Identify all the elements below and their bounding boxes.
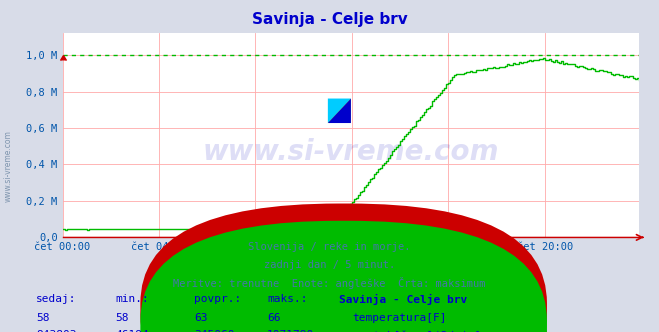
Text: 63: 63 <box>194 313 208 323</box>
Text: 46194: 46194 <box>115 330 149 332</box>
Text: sedaj:: sedaj: <box>36 294 76 304</box>
Text: min.:: min.: <box>115 294 149 304</box>
Text: povpr.:: povpr.: <box>194 294 242 304</box>
Text: www.si-vreme.com: www.si-vreme.com <box>203 138 499 166</box>
Text: Savinja - Celje brv: Savinja - Celje brv <box>339 294 468 305</box>
Text: 58: 58 <box>115 313 129 323</box>
Polygon shape <box>328 99 351 123</box>
Text: Slovenija / reke in morje.: Slovenija / reke in morje. <box>248 242 411 252</box>
Text: 66: 66 <box>267 313 280 323</box>
Text: Savinja - Celje brv: Savinja - Celje brv <box>252 12 407 27</box>
Text: 345060: 345060 <box>194 330 235 332</box>
Text: 1071790: 1071790 <box>267 330 314 332</box>
Polygon shape <box>328 99 351 123</box>
Text: temperatura[F]: temperatura[F] <box>353 313 447 323</box>
Text: pretok[čevelj3/min]: pretok[čevelj3/min] <box>353 330 481 332</box>
Text: maks.:: maks.: <box>267 294 307 304</box>
Text: www.si-vreme.com: www.si-vreme.com <box>3 130 13 202</box>
Text: Meritve: trenutne  Enote: angleške  Črta: maksimum: Meritve: trenutne Enote: angleške Črta: … <box>173 277 486 289</box>
Text: 943803: 943803 <box>36 330 76 332</box>
Bar <box>328 99 351 123</box>
Text: 58: 58 <box>36 313 49 323</box>
Text: zadnji dan / 5 minut.: zadnji dan / 5 minut. <box>264 260 395 270</box>
